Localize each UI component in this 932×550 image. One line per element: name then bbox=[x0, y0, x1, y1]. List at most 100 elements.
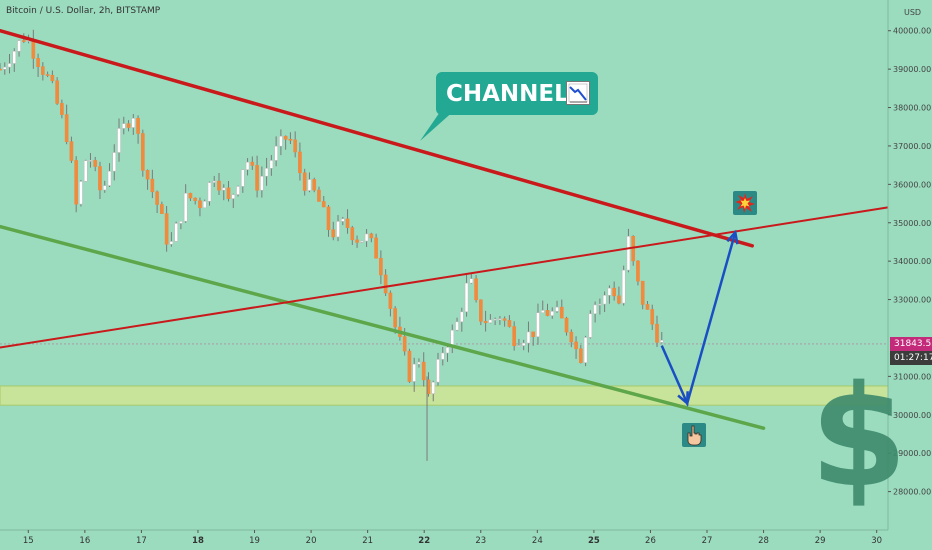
bull-candle bbox=[436, 359, 440, 383]
bull-candle bbox=[598, 303, 602, 306]
support-zone bbox=[0, 385, 889, 406]
bear-candle bbox=[478, 299, 483, 322]
bull-candle bbox=[2, 66, 7, 70]
y-tick-label: 34000.00 bbox=[893, 257, 931, 266]
bear-candle bbox=[645, 304, 650, 310]
candle-timer-tag: 01:27:17 bbox=[890, 350, 932, 365]
bear-candle bbox=[545, 310, 550, 316]
bull-candle bbox=[79, 181, 83, 205]
bear-candle bbox=[326, 206, 331, 231]
x-tick-label: 23 bbox=[475, 536, 486, 546]
bull-candle bbox=[536, 312, 540, 338]
bull-candle bbox=[245, 161, 250, 170]
bear-candle bbox=[155, 191, 159, 205]
bear-candle bbox=[355, 239, 359, 243]
bear-candle bbox=[512, 326, 517, 347]
bull-candle bbox=[7, 63, 12, 68]
bull-candle bbox=[626, 236, 631, 271]
bull-candle bbox=[17, 40, 21, 52]
y-tick-label: 30000.00 bbox=[893, 411, 931, 420]
bear-candle bbox=[474, 278, 478, 301]
bull-candle bbox=[121, 123, 126, 129]
bull-candle bbox=[493, 318, 497, 321]
bear-candle bbox=[388, 292, 393, 309]
x-tick-label: 30 bbox=[871, 536, 882, 546]
channel-callout: CHANNEL bbox=[436, 72, 598, 115]
bear-candle bbox=[393, 308, 397, 328]
bear-candle bbox=[126, 123, 131, 128]
bull-candle bbox=[131, 117, 136, 128]
bear-candle bbox=[226, 187, 231, 199]
bull-candle bbox=[521, 342, 526, 346]
bull-candle bbox=[212, 180, 217, 183]
bear-candle bbox=[31, 39, 36, 59]
bull-candle bbox=[445, 347, 450, 354]
bear-candle bbox=[160, 204, 164, 214]
x-tick-label: 20 bbox=[306, 536, 317, 546]
x-tick-label: 26 bbox=[645, 536, 656, 546]
bull-candle bbox=[307, 179, 312, 191]
bear-candle bbox=[350, 227, 355, 241]
bear-candle bbox=[312, 179, 317, 191]
bull-candle bbox=[359, 240, 364, 243]
bull-candle bbox=[540, 310, 545, 314]
bull-candle bbox=[555, 306, 559, 312]
y-tick-label: 35000.00 bbox=[893, 219, 931, 228]
bear-candle bbox=[421, 361, 426, 381]
current-price-tag: 31843.55 bbox=[890, 336, 932, 351]
bull-candle bbox=[202, 200, 207, 209]
bull-candle bbox=[183, 192, 188, 222]
bull-candle bbox=[498, 318, 502, 320]
x-tick-label: 29 bbox=[815, 536, 826, 546]
bear-candle bbox=[136, 117, 140, 134]
bear-candle bbox=[93, 160, 98, 167]
bull-candle bbox=[602, 295, 607, 305]
bear-candle bbox=[612, 287, 616, 297]
bear-candle bbox=[293, 139, 298, 153]
bull-candle bbox=[659, 339, 664, 343]
bear-candle bbox=[41, 66, 45, 75]
x-tick-label: 16 bbox=[79, 536, 90, 546]
bear-candle bbox=[74, 160, 79, 205]
bull-candle bbox=[464, 282, 469, 313]
bear-candle bbox=[50, 74, 55, 82]
bear-candle bbox=[636, 260, 640, 282]
bull-candle bbox=[607, 287, 612, 296]
y-tick-label: 28000.00 bbox=[893, 488, 931, 497]
bear-candle bbox=[145, 170, 150, 180]
y-tick-label: 37000.00 bbox=[893, 142, 931, 151]
y-tick-label: 36000.00 bbox=[893, 180, 931, 189]
y-tick-label: 31000.00 bbox=[893, 372, 931, 381]
current-price-label: 31843.55 bbox=[894, 338, 932, 349]
bear-candle bbox=[255, 165, 259, 191]
bull-candle bbox=[107, 170, 112, 186]
bull-candle bbox=[455, 321, 459, 331]
x-tick-label: 28 bbox=[758, 536, 769, 546]
bear-candle bbox=[650, 309, 655, 325]
bear-candle bbox=[640, 280, 645, 305]
bear-candle bbox=[55, 80, 59, 104]
bull-candle bbox=[117, 128, 121, 153]
bear-candle bbox=[564, 317, 569, 333]
bull-candle bbox=[279, 135, 283, 147]
bear-candle bbox=[559, 306, 564, 319]
bull-candle bbox=[169, 241, 174, 245]
bull-candle bbox=[412, 363, 417, 382]
candle-timer-label: 01:27:17 bbox=[894, 352, 932, 363]
bull-candle bbox=[550, 311, 555, 316]
bear-candle bbox=[298, 151, 302, 174]
bear-candle bbox=[402, 336, 407, 352]
bear-candle bbox=[21, 40, 26, 42]
bear-candle bbox=[531, 331, 536, 338]
bear-candle bbox=[60, 103, 64, 115]
bear-candle bbox=[0, 68, 2, 71]
bull-candle bbox=[174, 223, 178, 242]
bull-candle bbox=[583, 337, 588, 363]
bull-candle bbox=[264, 168, 269, 177]
upper-channel-line bbox=[0, 28, 755, 248]
y-tick-label: 40000.00 bbox=[893, 27, 931, 36]
bull-candle bbox=[526, 331, 531, 344]
price-axis-panel bbox=[888, 0, 932, 550]
bear-candle bbox=[383, 274, 388, 294]
